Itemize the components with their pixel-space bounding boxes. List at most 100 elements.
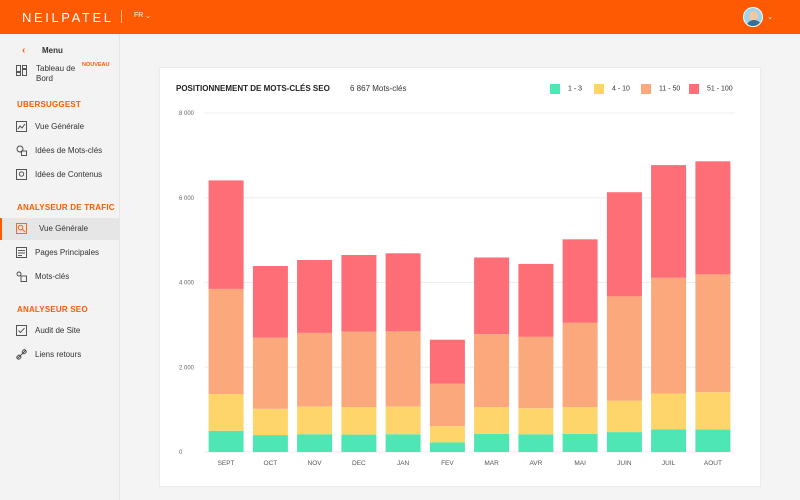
bar-segment[interactable] <box>562 239 598 323</box>
sidebar-item-dashboard[interactable] <box>0 60 120 84</box>
header-divider <box>121 10 122 23</box>
section-title-seo-analyzer: ANALYSEUR SEO <box>17 305 88 314</box>
bar-segment[interactable] <box>695 274 731 393</box>
bar-segment[interactable] <box>606 192 642 297</box>
bar-segment[interactable] <box>297 434 333 452</box>
bar-segment[interactable] <box>518 336 554 409</box>
bar-segment[interactable] <box>651 277 687 394</box>
bar-segment[interactable] <box>385 253 421 332</box>
keyword-position-card: POSITIONNEMENT DE MOTS-CLÉS SEO 6 867 Mo… <box>159 67 761 487</box>
bar-segment[interactable] <box>606 432 642 452</box>
bar-segment[interactable] <box>518 408 554 435</box>
bar-segment[interactable] <box>208 393 244 431</box>
language-chevron-icon[interactable]: ⌄ <box>145 13 151 20</box>
overview-icon <box>16 121 27 132</box>
y-tick-label: 8 000 <box>179 111 195 117</box>
bar-segment[interactable] <box>252 266 288 338</box>
menu-label[interactable]: Menu <box>42 46 63 55</box>
legend-item-51-100[interactable]: 51 - 100 <box>689 84 733 94</box>
bar-segment[interactable] <box>385 331 421 407</box>
x-tick-label: JAN <box>397 460 410 467</box>
bar-segment[interactable] <box>518 263 554 337</box>
bar-segment[interactable] <box>385 406 421 435</box>
x-tick-label: SEPT <box>218 460 235 467</box>
bar-segment[interactable] <box>651 393 687 430</box>
keyword-count: 6 867 Mots-clés <box>350 84 407 93</box>
bar-segment[interactable] <box>297 406 333 435</box>
bar-segment[interactable] <box>429 426 465 443</box>
legend-item-1-3[interactable]: 1 - 3 <box>550 84 582 94</box>
sidebar-item-label: Vue Générale <box>35 122 85 131</box>
bar-segment[interactable] <box>562 433 598 452</box>
bar-segment[interactable] <box>562 407 598 434</box>
bar-segment[interactable] <box>474 257 510 335</box>
x-tick-label: AVR <box>529 460 542 467</box>
brand-logo[interactable]: NEILPATEL <box>22 10 114 25</box>
x-tick-label: MAR <box>484 460 499 467</box>
avatar-body-shape <box>746 20 762 26</box>
site-audit-icon <box>16 325 27 336</box>
bar-segment[interactable] <box>518 434 554 452</box>
sidebar-item-top-pages[interactable]: Pages Principales <box>0 242 120 264</box>
sidebar-item-keyword-ideas[interactable]: Idées de Mots-clés <box>0 140 120 162</box>
bar-segment[interactable] <box>695 429 731 453</box>
x-tick-label: MAI <box>574 460 586 467</box>
bar-segment[interactable] <box>695 392 731 430</box>
user-avatar[interactable] <box>743 7 763 27</box>
bar-segment[interactable] <box>695 161 731 275</box>
sidebar-item-keywords[interactable]: Mots-clés <box>0 266 120 288</box>
y-tick-label: 2 000 <box>179 365 195 371</box>
top-pages-icon <box>16 247 27 258</box>
legend-label: 11 - 50 <box>659 85 681 93</box>
bar-segment[interactable] <box>606 296 642 401</box>
sidebar-item-traffic-overview[interactable]: Vue Générale <box>0 218 120 240</box>
bar-segment[interactable] <box>252 337 288 409</box>
bar-segment[interactable] <box>341 434 377 452</box>
keywords-icon <box>16 271 27 282</box>
x-tick-label: AOUT <box>704 460 722 467</box>
y-tick-label: 0 <box>179 450 183 456</box>
x-tick-label: OCT <box>264 460 278 467</box>
legend-item-4-10[interactable]: 4 - 10 <box>594 84 630 94</box>
avatar-chevron-icon[interactable]: ⌄ <box>767 14 773 21</box>
legend-swatch <box>641 84 651 94</box>
sidebar-item-site-audit[interactable]: Audit de Site <box>0 320 120 342</box>
bar-segment[interactable] <box>341 331 377 408</box>
legend-swatch <box>689 84 699 94</box>
bar-segment[interactable] <box>208 288 244 394</box>
sidebar-item-ubersuggest-overview[interactable]: Vue Générale <box>0 116 120 138</box>
sidebar-item-content-ideas[interactable]: Idées de Contenus <box>0 164 120 186</box>
bar-segment[interactable] <box>562 322 598 408</box>
bar-segment[interactable] <box>429 339 465 384</box>
bar-segment[interactable] <box>429 383 465 427</box>
legend-item-11-50[interactable]: 11 - 50 <box>641 84 680 94</box>
section-title-ubersuggest: UBERSUGGEST <box>17 100 81 109</box>
bar-segment[interactable] <box>252 408 288 436</box>
bar-segment[interactable] <box>297 260 333 333</box>
back-chevron-icon[interactable]: ‹ <box>22 45 26 56</box>
bar-segment[interactable] <box>651 429 687 453</box>
bar-segment[interactable] <box>651 165 687 278</box>
legend-label: 1 - 3 <box>568 85 583 93</box>
sidebar-item-dashboard-label[interactable]: Tableau de Bord <box>36 64 75 84</box>
top-bar: NEILPATEL FR ⌄ ⌄ <box>0 0 800 34</box>
language-selector[interactable]: FR <box>134 12 144 19</box>
dashboard-label-line2: Bord <box>36 74 53 83</box>
traffic-overview-icon <box>16 223 27 234</box>
y-tick-label: 6 000 <box>179 196 195 202</box>
bar-segment[interactable] <box>474 407 510 434</box>
bar-segment[interactable] <box>341 407 377 435</box>
bar-segment[interactable] <box>341 255 377 332</box>
bar-segment[interactable] <box>606 400 642 433</box>
bar-segment[interactable] <box>297 332 333 407</box>
bar-segment[interactable] <box>208 180 244 289</box>
dashboard-icon <box>16 65 27 76</box>
sidebar-item-backlinks[interactable]: Liens retours <box>0 344 120 366</box>
bar-segment[interactable] <box>252 435 288 452</box>
bar-segment[interactable] <box>208 430 244 452</box>
sidebar-item-label: Idées de Mots-clés <box>35 146 103 155</box>
bar-segment[interactable] <box>385 434 421 452</box>
bar-segment[interactable] <box>429 442 465 452</box>
bar-segment[interactable] <box>474 334 510 408</box>
bar-segment[interactable] <box>474 433 510 452</box>
